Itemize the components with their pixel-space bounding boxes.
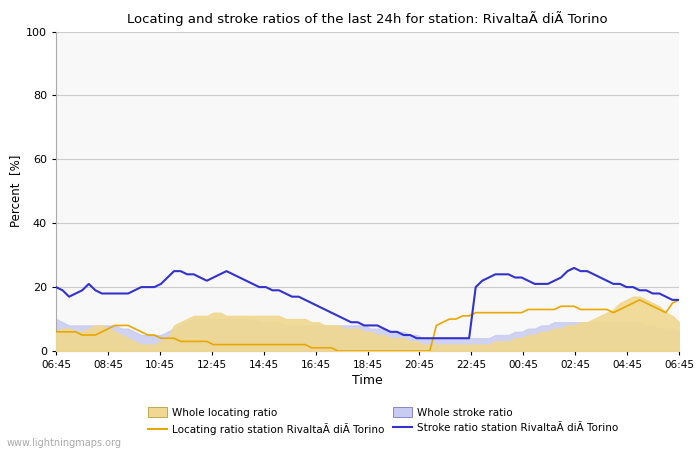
Text: www.lightningmaps.org: www.lightningmaps.org	[7, 438, 122, 448]
X-axis label: Time: Time	[352, 374, 383, 387]
Title: Locating and stroke ratios of the last 24h for station: RivaltaÃ diÃ Torino: Locating and stroke ratios of the last 2…	[127, 11, 608, 26]
Y-axis label: Percent  [%]: Percent [%]	[9, 155, 22, 227]
Legend: Whole locating ratio, Locating ratio station RivaltaÃ diÃ Torino, Whole stroke r: Whole locating ratio, Locating ratio sta…	[148, 407, 618, 435]
